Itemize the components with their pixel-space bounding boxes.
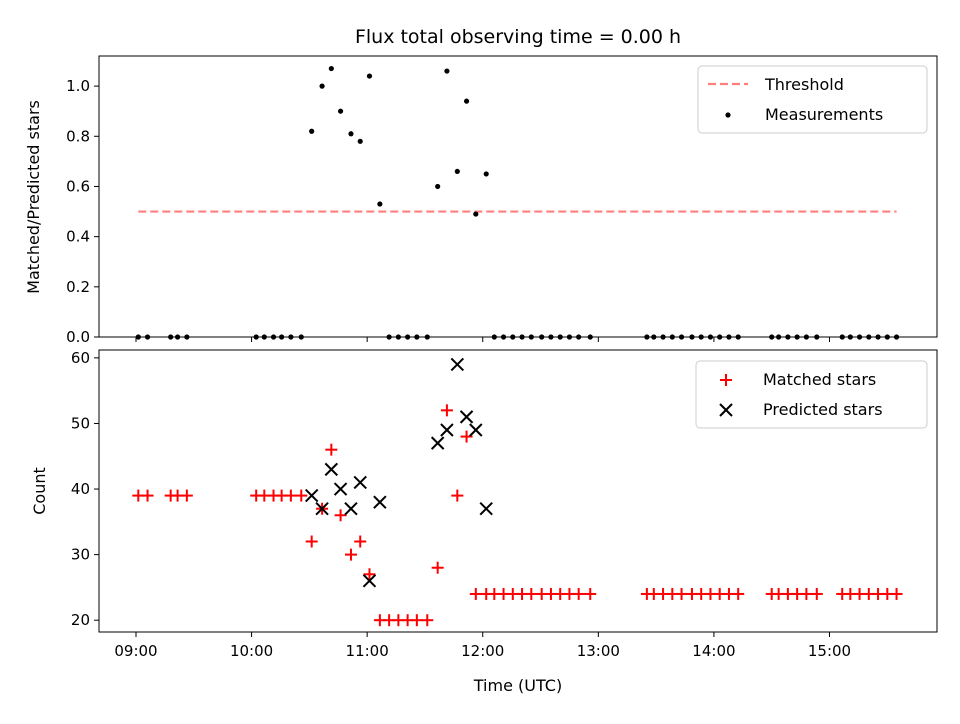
matched-star-marker	[525, 587, 538, 600]
top-y-tick-label: 0.2	[66, 278, 90, 296]
legend-threshold-label: Threshold	[764, 75, 844, 94]
legend-predicted-label: Predicted stars	[763, 400, 883, 419]
x-tick-label: 10:00	[230, 642, 273, 660]
top-y-tick-label: 1.0	[66, 77, 90, 95]
measurement-point	[328, 65, 334, 72]
bottom-panel: 20 30 40 50 60 09:00 10:00 11:00 12:00 13:00 14:0…	[30, 349, 938, 695]
matched-star-marker	[469, 587, 482, 600]
matched-star-marker	[410, 614, 423, 627]
top-y-ticks: 0.0 0.2 0.4 0.6 0.8 1.0	[66, 77, 99, 346]
x-tick-label: 09:00	[114, 642, 157, 660]
x-axis-label: Time (UTC)	[473, 676, 562, 695]
matched-star-marker	[325, 443, 338, 456]
measurement-point	[377, 201, 383, 207]
predicted-star-marker	[450, 357, 465, 372]
matched-star-marker	[460, 430, 473, 443]
x-tick-label: 11:00	[346, 642, 389, 660]
matched-star-marker	[363, 568, 376, 581]
measurement-point	[357, 138, 363, 144]
legend-measurements-label: Measurements	[765, 105, 883, 124]
x-tick-label: 14:00	[692, 642, 735, 660]
bottom-y-tick-label: 30	[71, 546, 90, 564]
matched-star-marker	[180, 489, 193, 502]
measurement-point	[454, 168, 460, 175]
bottom-y-axis-label: Count	[30, 467, 49, 515]
bottom-legend: Matched stars Predicted stars	[695, 360, 928, 429]
matched-star-marker	[295, 489, 308, 502]
x-tick-label: 13:00	[577, 642, 620, 660]
bottom-y-tick-label: 50	[71, 414, 90, 432]
measurement-point	[473, 211, 479, 217]
measurement-point	[348, 131, 354, 137]
legend-matched-swatch	[720, 374, 732, 386]
top-legend: Threshold Measurements	[697, 65, 928, 134]
measurement-point	[319, 83, 325, 89]
predicted-star-marker	[353, 475, 367, 490]
legend-measurements-swatch	[725, 112, 731, 118]
predicted-star-marker	[324, 462, 339, 477]
chart-title: Flux total observing time = 0.00 h	[355, 26, 681, 48]
matched-star-marker	[354, 535, 367, 548]
predicted-star-marker	[315, 501, 329, 516]
top-y-tick-label: 0.4	[66, 228, 90, 246]
bottom-plot-area	[132, 357, 903, 627]
legend-matched-label: Matched stars	[763, 370, 876, 389]
bottom-legend-box	[695, 360, 928, 429]
measurement-point	[463, 98, 470, 104]
matched-star-marker	[800, 587, 813, 600]
predicted-star-marker	[333, 482, 348, 496]
matched-star-marker	[334, 509, 347, 522]
top-y-tick-label: 0.6	[66, 177, 90, 195]
matched-star-marker	[431, 561, 444, 574]
predicted-star-marker	[362, 574, 377, 588]
measurement-point	[444, 68, 450, 74]
top-x-ticks	[135, 337, 831, 342]
matched-star-marker	[344, 548, 357, 561]
matched-star-marker	[141, 489, 154, 502]
predicted-star-marker	[430, 436, 445, 450]
predicted-star-marker	[479, 501, 493, 516]
predicted-star-marker	[469, 423, 483, 437]
matched-star-marker	[421, 614, 434, 627]
matched-star-marker	[675, 587, 688, 600]
matched-star-marker	[810, 587, 823, 600]
top-y-axis-label: Matched/Predicted stars	[24, 100, 43, 294]
x-tick-label: 12:00	[461, 642, 504, 660]
matched-star-marker	[890, 587, 903, 600]
top-y-tick-label: 0.0	[66, 328, 90, 346]
top-y-tick-label: 0.8	[66, 127, 90, 145]
predicted-star-marker	[344, 501, 358, 516]
matched-star-marker	[305, 535, 318, 548]
matched-star-marker	[584, 587, 597, 600]
measurement-point	[366, 73, 373, 79]
bottom-x-ticks: 09:00 10:00 11:00 12:00 13:00 14:00 15:00	[114, 632, 851, 660]
bottom-y-ticks: 20 30 40 50 60	[71, 349, 99, 629]
bottom-axes-frame	[98, 349, 938, 633]
predicted-star-marker	[304, 488, 319, 503]
legend-predicted-swatch	[719, 403, 733, 417]
measurement-point	[483, 171, 489, 177]
matched-star-marker	[732, 587, 745, 600]
predicted-star-marker	[440, 423, 454, 437]
bottom-y-tick-label: 40	[71, 480, 90, 498]
matched-star-marker	[440, 404, 453, 417]
measurement-point	[309, 128, 315, 134]
bottom-y-tick-label: 20	[71, 611, 90, 629]
bottom-y-tick-label: 60	[71, 349, 90, 367]
top-panel: 0.0 0.2 0.4 0.6 0.8 1.0 Matched/Predicted sta…	[24, 55, 938, 346]
measurement-point	[435, 183, 441, 190]
x-tick-label: 15:00	[808, 642, 851, 660]
matched-star-marker	[572, 587, 585, 600]
top-axes-frame	[98, 55, 938, 338]
predicted-star-marker	[373, 495, 387, 509]
measurement-point	[337, 108, 344, 114]
matched-star-marker	[284, 489, 297, 502]
matched-star-marker	[451, 489, 464, 502]
top-legend-box	[697, 65, 928, 134]
predicted-star-marker	[459, 410, 474, 424]
